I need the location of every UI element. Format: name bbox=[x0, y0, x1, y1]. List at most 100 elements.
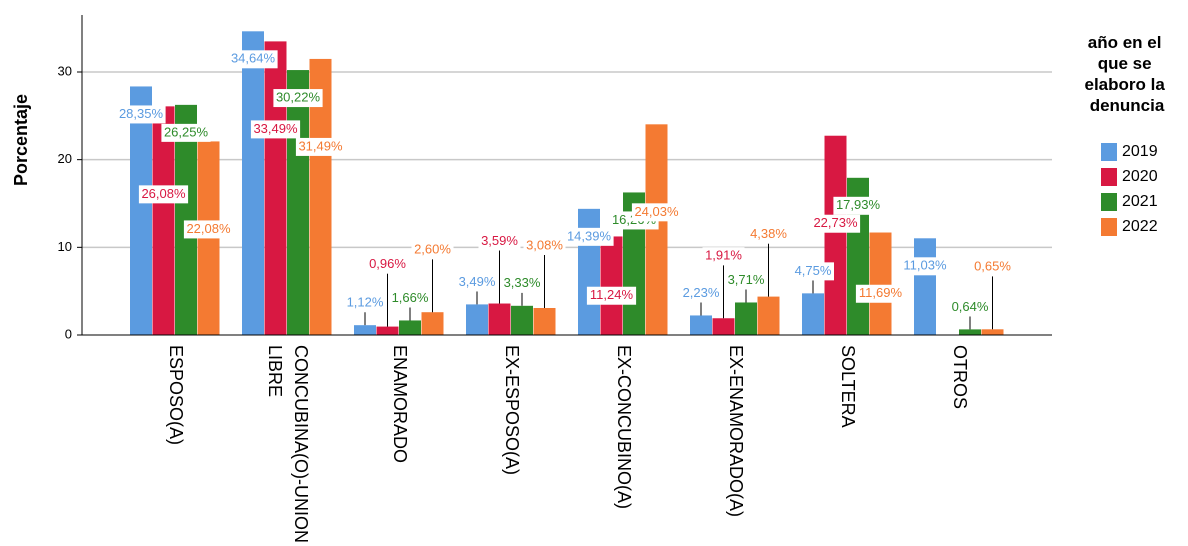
value-label: 22,73% bbox=[813, 215, 858, 230]
legend-title: año en el que se elaboro la denuncia bbox=[1084, 33, 1169, 115]
bar bbox=[130, 86, 152, 335]
y-tick-label: 20 bbox=[58, 151, 72, 166]
value-label: 2,23% bbox=[683, 285, 720, 300]
y-axis-title: Porcentaje bbox=[11, 94, 31, 186]
y-tick-label: 0 bbox=[65, 326, 72, 341]
value-label: 11,69% bbox=[859, 285, 903, 300]
value-label-bg bbox=[501, 274, 543, 293]
bar bbox=[264, 41, 287, 336]
value-label-bg bbox=[523, 236, 566, 255]
bar bbox=[242, 31, 264, 335]
value-label: 24,03% bbox=[634, 204, 679, 219]
value-label: 31,49% bbox=[298, 138, 343, 153]
value-label-bg bbox=[900, 257, 950, 276]
value-label-bg bbox=[161, 123, 211, 142]
value-label-bg bbox=[478, 232, 521, 251]
value-label: 11,24% bbox=[590, 287, 634, 302]
bar bbox=[600, 236, 623, 335]
bar bbox=[488, 303, 511, 335]
value-label: 33,49% bbox=[253, 121, 298, 136]
value-label-bg bbox=[680, 284, 722, 303]
value-label: 0,65% bbox=[974, 259, 1011, 274]
bar bbox=[533, 307, 556, 335]
value-label: 3,33% bbox=[504, 275, 541, 290]
bar bbox=[152, 106, 175, 335]
bar bbox=[421, 312, 444, 335]
value-label-bg bbox=[792, 262, 834, 281]
value-label: 34,64% bbox=[231, 51, 276, 66]
x-tick-label: OTROS bbox=[950, 345, 970, 409]
value-label: 4,38% bbox=[750, 226, 787, 241]
value-label-bg bbox=[631, 203, 682, 222]
legend-label: 2021 bbox=[1122, 193, 1158, 210]
x-tick-label: ENAMORADO bbox=[390, 345, 410, 463]
legend-label: 2019 bbox=[1122, 143, 1158, 160]
y-tick-label: 10 bbox=[58, 239, 72, 254]
legend-swatch bbox=[1101, 143, 1117, 161]
legend-swatch bbox=[1101, 193, 1117, 211]
y-tick-label: 30 bbox=[58, 63, 72, 78]
value-label-bg bbox=[702, 247, 745, 266]
x-tick-label: CONCUBINA(O)-UNION LIBRE bbox=[265, 345, 311, 546]
x-tick-label: SOLTERA bbox=[838, 345, 858, 428]
bar bbox=[511, 305, 533, 335]
value-label: 28,35% bbox=[119, 106, 164, 121]
value-label-bg bbox=[411, 241, 454, 260]
value-label-bg bbox=[183, 220, 234, 239]
value-label-bg bbox=[949, 298, 991, 317]
value-label: 3,08% bbox=[526, 237, 563, 252]
value-label: 26,25% bbox=[164, 124, 209, 139]
bar bbox=[287, 70, 309, 336]
value-label: 14,39% bbox=[567, 228, 612, 243]
value-label: 1,66% bbox=[392, 290, 429, 305]
value-label: 11,03% bbox=[903, 258, 947, 273]
bar bbox=[175, 104, 197, 336]
bar bbox=[354, 325, 376, 335]
value-label-bg bbox=[250, 120, 301, 139]
bar bbox=[981, 329, 1004, 335]
value-label-bg bbox=[586, 286, 637, 305]
value-label-bg bbox=[747, 225, 790, 244]
legend-swatch bbox=[1101, 218, 1117, 236]
legend-label: 2022 bbox=[1122, 218, 1158, 235]
bar bbox=[376, 326, 399, 335]
value-label-bg bbox=[564, 227, 614, 246]
value-label: 17,93% bbox=[836, 197, 881, 212]
value-label-bg bbox=[855, 284, 906, 303]
value-label-bg bbox=[344, 294, 386, 313]
bar bbox=[802, 293, 824, 335]
value-label-bg bbox=[295, 137, 346, 156]
value-label: 26,08% bbox=[141, 186, 186, 201]
value-label: 3,49% bbox=[459, 274, 496, 289]
x-tick-label: EX-ENAMORADO(A) bbox=[726, 345, 746, 517]
value-label: 0,64% bbox=[952, 299, 989, 314]
value-label-bg bbox=[810, 214, 861, 233]
value-label-bg bbox=[456, 273, 498, 292]
value-label-bg bbox=[366, 255, 409, 274]
value-label-bg bbox=[389, 289, 431, 308]
bar bbox=[914, 238, 936, 335]
bar bbox=[309, 58, 332, 336]
value-label: 4,75% bbox=[795, 263, 832, 278]
bar bbox=[757, 296, 780, 335]
value-label: 0,96% bbox=[369, 256, 406, 271]
value-label-bg bbox=[138, 185, 189, 204]
value-label: 3,59% bbox=[481, 233, 518, 248]
bar bbox=[399, 320, 421, 335]
value-label-bg bbox=[725, 271, 767, 290]
value-label: 22,08% bbox=[186, 221, 231, 236]
bar bbox=[735, 302, 757, 335]
legend-label: 2020 bbox=[1122, 168, 1158, 185]
bar bbox=[959, 329, 981, 335]
bar bbox=[645, 124, 668, 336]
value-label: 1,91% bbox=[705, 248, 742, 263]
x-tick-label: ESPOSO(A) bbox=[166, 345, 186, 445]
legend-swatch bbox=[1101, 168, 1117, 186]
value-label: 1,12% bbox=[347, 295, 384, 310]
value-label-bg bbox=[273, 89, 323, 108]
value-label-bg bbox=[116, 105, 166, 124]
x-tick-label: EX-ESPOSO(A) bbox=[502, 345, 522, 475]
value-label: 2,60% bbox=[414, 242, 451, 257]
value-label-bg bbox=[228, 50, 278, 69]
